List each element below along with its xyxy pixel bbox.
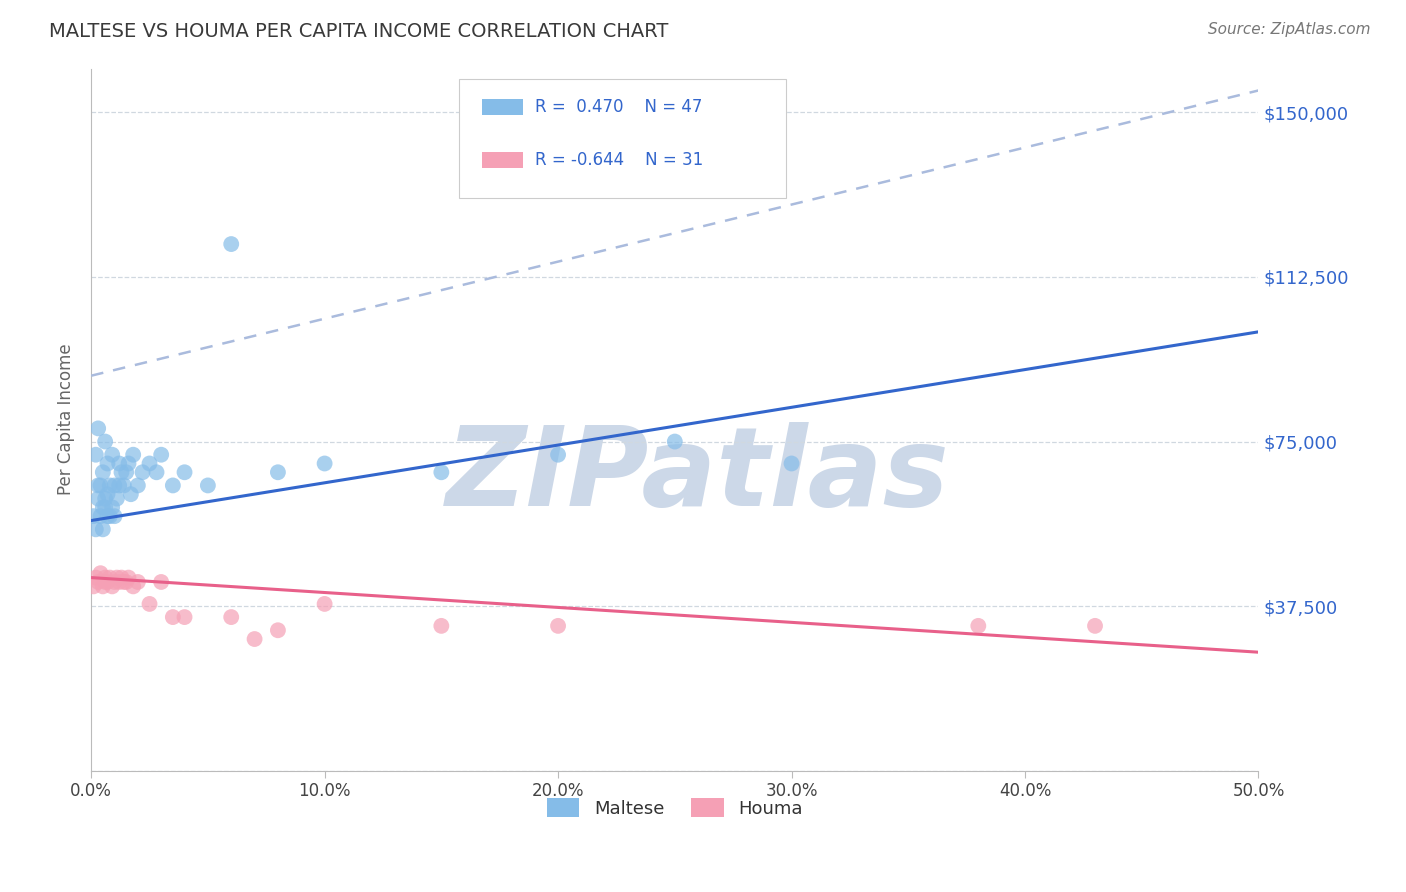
Point — [110, 571, 132, 585]
Point — [91, 579, 114, 593]
Point — [664, 434, 686, 449]
Y-axis label: Per Capita Income: Per Capita Income — [58, 343, 75, 495]
Point — [108, 574, 131, 589]
Point — [108, 478, 131, 492]
Point — [91, 500, 114, 515]
Point — [84, 522, 107, 536]
Point — [105, 571, 128, 585]
Point — [101, 448, 124, 462]
Point — [112, 574, 135, 589]
Point — [84, 571, 107, 585]
Point — [122, 448, 145, 462]
Point — [430, 619, 453, 633]
FancyBboxPatch shape — [482, 152, 523, 168]
Point — [94, 571, 117, 585]
Point — [98, 571, 121, 585]
Point — [98, 509, 121, 524]
Point — [117, 457, 139, 471]
Point — [430, 465, 453, 479]
Point — [89, 509, 111, 524]
Point — [110, 465, 132, 479]
Point — [127, 478, 149, 492]
Point — [96, 487, 118, 501]
Point — [967, 619, 990, 633]
Text: ZIPatlas: ZIPatlas — [446, 422, 950, 529]
Point — [94, 434, 117, 449]
Point — [131, 465, 153, 479]
Point — [122, 579, 145, 593]
Point — [103, 509, 125, 524]
Point — [162, 478, 184, 492]
Point — [96, 457, 118, 471]
Point — [103, 574, 125, 589]
Point — [112, 478, 135, 492]
Point — [96, 574, 118, 589]
Point — [87, 491, 110, 506]
Point — [115, 465, 138, 479]
Point — [87, 478, 110, 492]
Point — [117, 571, 139, 585]
Point — [197, 478, 219, 492]
FancyBboxPatch shape — [482, 99, 523, 115]
Point — [96, 509, 118, 524]
Point — [94, 491, 117, 506]
Point — [91, 465, 114, 479]
Point — [120, 487, 142, 501]
Point — [89, 478, 111, 492]
Point — [108, 457, 131, 471]
Point — [94, 500, 117, 515]
Point — [547, 448, 569, 462]
Point — [82, 509, 104, 524]
Point — [173, 465, 195, 479]
Point — [145, 465, 167, 479]
Point — [243, 632, 266, 646]
Point — [101, 500, 124, 515]
Point — [82, 579, 104, 593]
Point — [98, 478, 121, 492]
Point — [150, 448, 173, 462]
Point — [219, 610, 242, 624]
Point — [314, 597, 336, 611]
Point — [127, 574, 149, 589]
Point — [173, 610, 195, 624]
Point — [87, 574, 110, 589]
Point — [162, 610, 184, 624]
Text: MALTESE VS HOUMA PER CAPITA INCOME CORRELATION CHART: MALTESE VS HOUMA PER CAPITA INCOME CORRE… — [49, 22, 669, 41]
FancyBboxPatch shape — [458, 79, 786, 198]
Point — [267, 465, 290, 479]
Point — [138, 457, 160, 471]
Point — [103, 478, 125, 492]
Point — [138, 597, 160, 611]
Point — [87, 421, 110, 435]
Point — [547, 619, 569, 633]
Legend: Maltese, Houma: Maltese, Houma — [540, 791, 810, 825]
Point — [150, 574, 173, 589]
Point — [91, 522, 114, 536]
Point — [780, 457, 803, 471]
Point — [1084, 619, 1107, 633]
Point — [94, 574, 117, 589]
Point — [115, 574, 138, 589]
Text: R =  0.470    N = 47: R = 0.470 N = 47 — [534, 98, 702, 116]
Point — [89, 566, 111, 581]
Point — [267, 624, 290, 638]
Point — [314, 457, 336, 471]
Point — [101, 579, 124, 593]
Text: R = -0.644    N = 31: R = -0.644 N = 31 — [534, 151, 703, 169]
Point — [84, 448, 107, 462]
Point — [105, 491, 128, 506]
Point — [219, 237, 242, 252]
Text: Source: ZipAtlas.com: Source: ZipAtlas.com — [1208, 22, 1371, 37]
